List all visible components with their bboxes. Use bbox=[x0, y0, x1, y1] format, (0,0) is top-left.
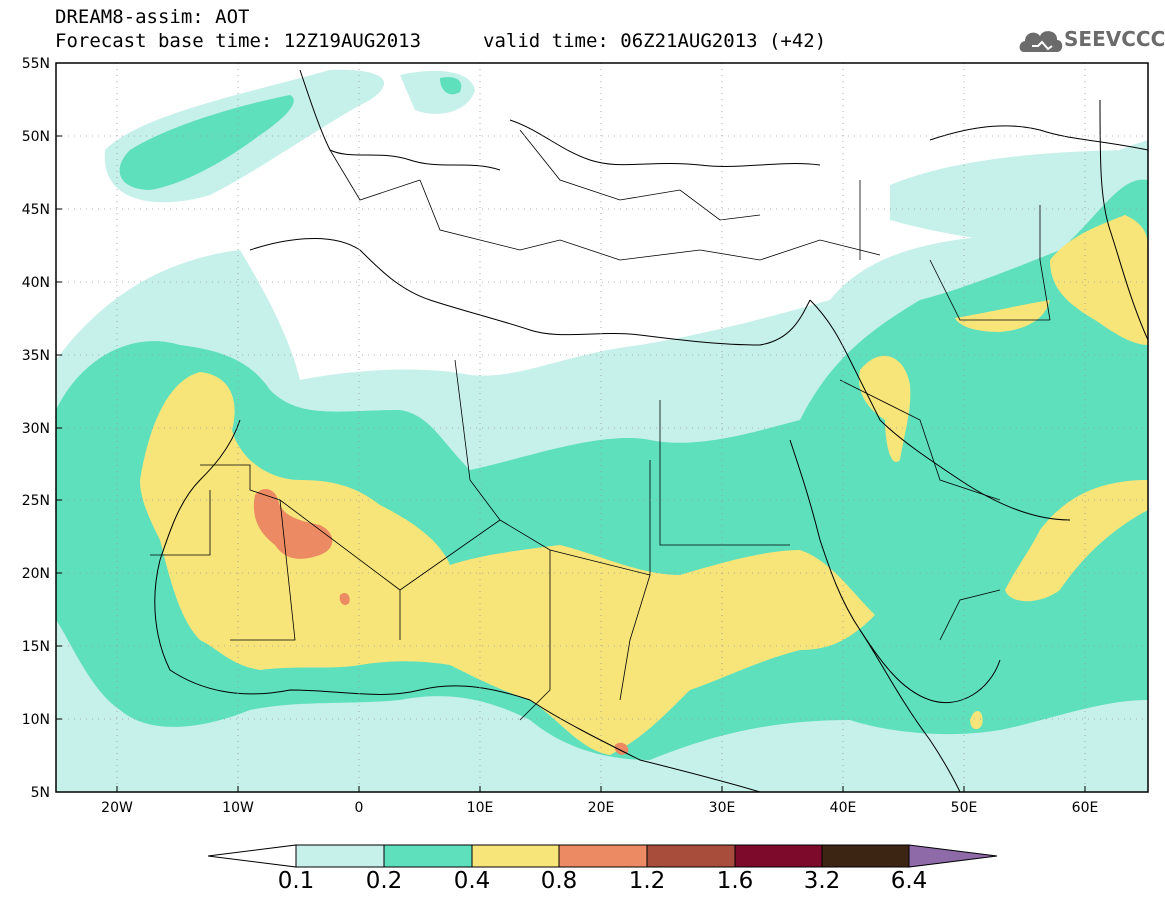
colorbar-segment bbox=[471, 844, 560, 868]
borders bbox=[150, 129, 1051, 721]
colorbar-segment bbox=[734, 844, 823, 868]
aot-region-very-high bbox=[339, 592, 350, 606]
colorbar-label: 0.4 bbox=[453, 868, 491, 894]
lon-label: 60E bbox=[1072, 800, 1099, 816]
aot-region-very-high bbox=[614, 742, 629, 755]
colorbar-label: 3.2 bbox=[803, 868, 841, 894]
colorbar-segment bbox=[295, 844, 385, 868]
colorbar-label: 0.1 bbox=[277, 868, 315, 894]
colorbar-segment bbox=[558, 844, 648, 868]
colorbar-segment bbox=[646, 844, 736, 868]
lat-label: 15N bbox=[22, 639, 50, 655]
longitude-labels: 20W 10W 0 10E 20E 30E 40E 50E 60E bbox=[101, 800, 1098, 816]
cloud-icon bbox=[1019, 31, 1063, 52]
map-title: DREAM8-assim: AOT bbox=[55, 6, 250, 28]
colorbar-label: 0.2 bbox=[365, 868, 403, 894]
aot-field bbox=[56, 63, 1148, 792]
aot-region-mid bbox=[119, 95, 294, 190]
colorbar-label: 1.2 bbox=[628, 868, 666, 894]
colorbar bbox=[207, 844, 998, 868]
forecast-base-time: Forecast base time: 12Z19AUG2013 bbox=[55, 30, 422, 52]
colorbar-segment bbox=[821, 844, 910, 868]
lon-label: 10E bbox=[467, 800, 494, 816]
coastlines bbox=[154, 69, 1148, 792]
gridlines bbox=[56, 63, 1148, 792]
lat-label: 45N bbox=[22, 202, 50, 218]
latitude-labels: 55N 50N 45N 40N 35N 30N 25N 20N 15N 10N … bbox=[22, 56, 50, 801]
lat-label: 30N bbox=[22, 421, 50, 437]
colorbar-segment bbox=[383, 844, 473, 868]
colorbar-segment bbox=[908, 844, 998, 868]
lon-label: 30E bbox=[709, 800, 736, 816]
lon-label: 20E bbox=[588, 800, 615, 816]
tick-marks bbox=[56, 62, 1086, 792]
lat-label: 50N bbox=[22, 129, 50, 145]
colorbar-label: 6.4 bbox=[890, 868, 928, 894]
aot-region-mid bbox=[440, 77, 462, 95]
lat-label: 20N bbox=[22, 566, 50, 582]
lat-label: 5N bbox=[31, 785, 50, 801]
lat-label: 35N bbox=[22, 348, 50, 364]
lon-label: 0 bbox=[355, 800, 364, 816]
lat-label: 10N bbox=[22, 712, 50, 728]
aot-region-high bbox=[955, 300, 1050, 332]
logo-text: SEEVCCC bbox=[1064, 27, 1165, 51]
aot-region-high bbox=[970, 710, 983, 730]
lon-label: 40E bbox=[830, 800, 857, 816]
colorbar-label: 0.8 bbox=[540, 868, 578, 894]
valid-time: valid time: 06Z21AUG2013 (+42) bbox=[483, 30, 827, 52]
lat-label: 55N bbox=[22, 56, 50, 72]
aot-region-high bbox=[140, 372, 875, 755]
aot-region-very-high bbox=[253, 488, 333, 559]
lat-label: 25N bbox=[22, 493, 50, 509]
colorbar-segment bbox=[207, 844, 297, 868]
lat-label: 40N bbox=[22, 275, 50, 291]
lon-label: 10W bbox=[222, 800, 254, 816]
aot-region-high bbox=[1005, 480, 1148, 602]
lon-label: 20W bbox=[101, 800, 133, 816]
lon-label: 50E bbox=[951, 800, 978, 816]
colorbar-label: 1.6 bbox=[716, 868, 754, 894]
aot-region-high bbox=[1050, 215, 1148, 345]
